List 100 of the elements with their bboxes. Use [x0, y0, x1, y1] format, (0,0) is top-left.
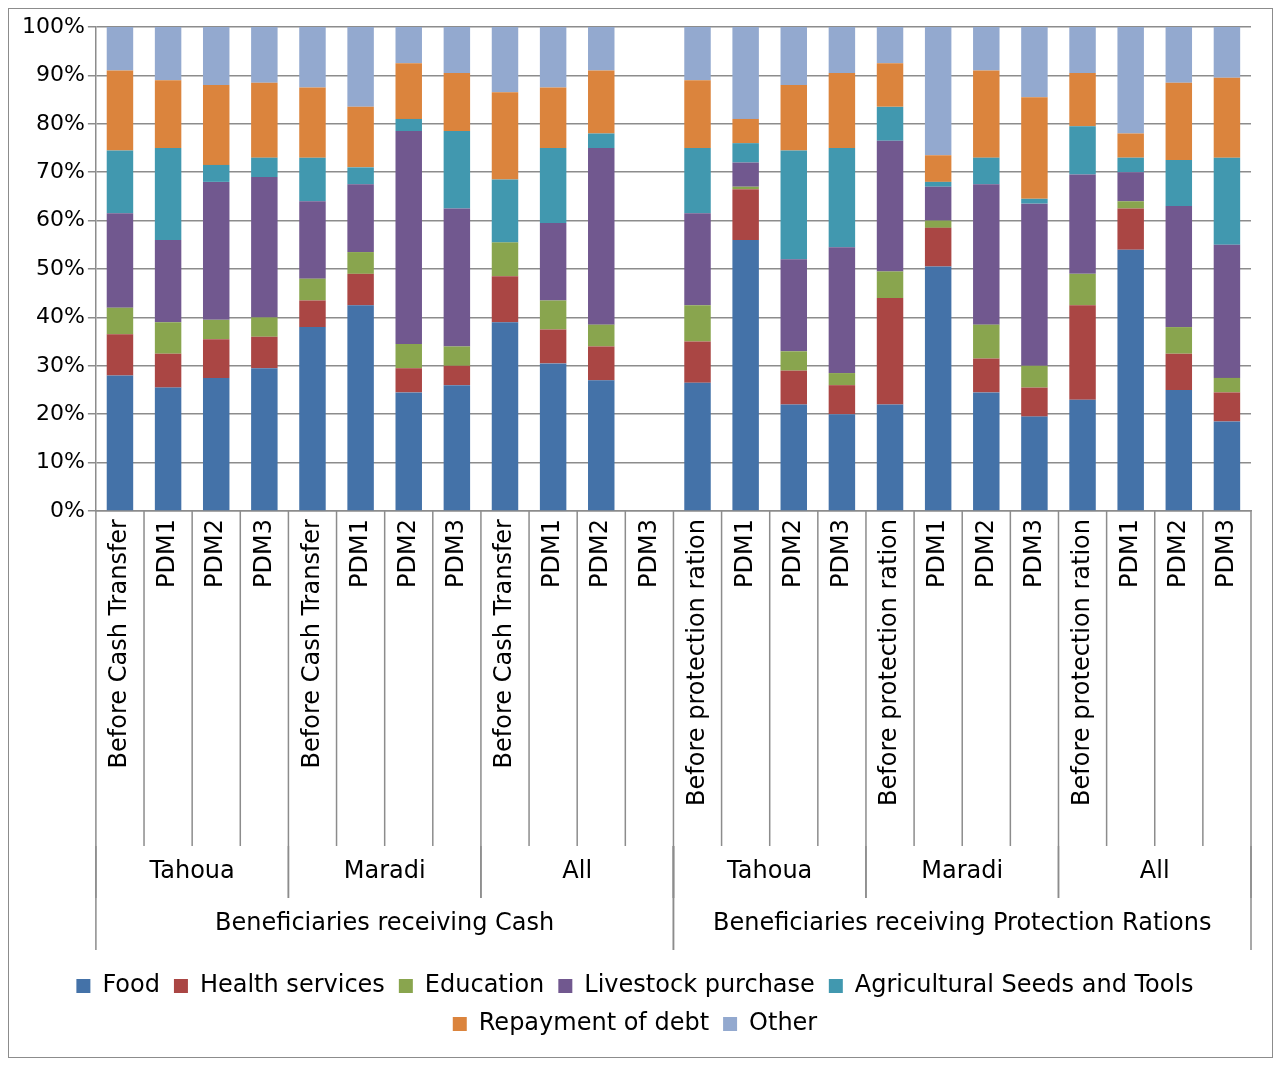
bar — [299, 87, 326, 158]
bar — [828, 385, 856, 415]
bar — [347, 305, 374, 511]
bar — [1165, 82, 1193, 161]
bar — [588, 324, 615, 347]
bar — [443, 208, 471, 347]
bar — [1069, 126, 1096, 175]
bar — [1213, 377, 1241, 393]
x-tick-label: PDM2 — [392, 519, 421, 588]
bar — [924, 186, 952, 221]
bar — [1021, 198, 1048, 204]
bar — [491, 276, 519, 323]
bar — [973, 157, 1000, 185]
text: Tahoua — [726, 856, 813, 885]
bar — [1021, 365, 1048, 388]
bar — [1021, 387, 1048, 417]
bar — [443, 131, 471, 209]
bar — [588, 346, 615, 381]
bar — [395, 392, 422, 511]
x-tick-label: PDM1 — [344, 519, 373, 588]
x-tick-label: PDM3 — [248, 519, 277, 588]
y-tick-label: 0% — [49, 496, 85, 522]
bar — [876, 404, 904, 511]
x-tick-label: Before protection ration — [874, 519, 903, 806]
bar — [780, 85, 808, 151]
bar — [588, 133, 615, 148]
bar — [1165, 27, 1193, 83]
bar — [1117, 249, 1144, 511]
bar — [684, 27, 711, 81]
bar — [395, 27, 422, 64]
bar — [443, 346, 471, 366]
bar — [106, 213, 134, 308]
bar — [202, 27, 230, 86]
bar — [154, 148, 182, 240]
bar — [443, 365, 471, 386]
bar — [202, 377, 230, 511]
bar — [732, 162, 759, 187]
bar — [299, 278, 326, 301]
bar — [924, 266, 952, 511]
bar — [828, 247, 856, 374]
x-tick-label: Before Cash Transfer — [489, 518, 518, 769]
bar — [732, 239, 759, 511]
bar — [106, 307, 134, 335]
y-tick-label: 20% — [35, 399, 85, 425]
text: Maradi — [343, 856, 426, 885]
bar — [299, 27, 326, 88]
bar — [973, 358, 1000, 393]
y-tick-label: 100% — [21, 12, 85, 38]
bar — [1021, 97, 1048, 199]
bar — [443, 385, 471, 511]
bar — [106, 334, 134, 376]
bar — [588, 70, 615, 134]
bar — [973, 392, 1000, 511]
bar — [876, 27, 904, 64]
bar — [154, 239, 182, 323]
bar — [395, 63, 422, 119]
bar — [1165, 353, 1193, 390]
x-tick-label: PDM3 — [1018, 519, 1047, 588]
x-tick-label: PDM2 — [970, 519, 999, 588]
bar — [1213, 27, 1241, 78]
bar — [251, 82, 278, 158]
bar — [1069, 305, 1096, 400]
bar — [395, 344, 422, 369]
bar — [491, 242, 519, 277]
bar — [491, 27, 519, 93]
bar — [1117, 172, 1144, 202]
bar — [924, 227, 952, 267]
bar — [684, 80, 711, 148]
x-tick-label: Before Cash Transfer — [104, 518, 133, 769]
bar — [876, 140, 904, 272]
bar — [1069, 174, 1096, 274]
bar — [876, 106, 904, 141]
bar — [732, 118, 759, 144]
bar — [1213, 77, 1241, 158]
bar — [973, 184, 1000, 325]
text: Maradi — [921, 856, 1004, 885]
bar — [395, 118, 422, 132]
bar — [588, 27, 615, 71]
bar — [154, 80, 182, 148]
bar — [251, 368, 278, 511]
bar — [1213, 421, 1241, 511]
x-tick-label: PDM2 — [585, 519, 614, 588]
bar — [684, 148, 711, 214]
bar — [202, 339, 230, 378]
bar — [732, 189, 759, 240]
x-tick-label: PDM3 — [826, 519, 855, 588]
bar — [1213, 244, 1241, 378]
bar — [251, 27, 278, 83]
bar — [539, 87, 567, 148]
bar — [106, 375, 134, 511]
bar — [1117, 27, 1144, 134]
bar — [924, 155, 952, 182]
legend-label: Agricultural Seeds and Tools — [854, 970, 1194, 999]
bar — [1069, 399, 1096, 511]
bar — [828, 148, 856, 248]
bar — [876, 271, 904, 299]
bar — [684, 341, 711, 383]
y-tick-label: 10% — [35, 448, 85, 474]
bar — [539, 223, 567, 301]
bar — [395, 368, 422, 393]
